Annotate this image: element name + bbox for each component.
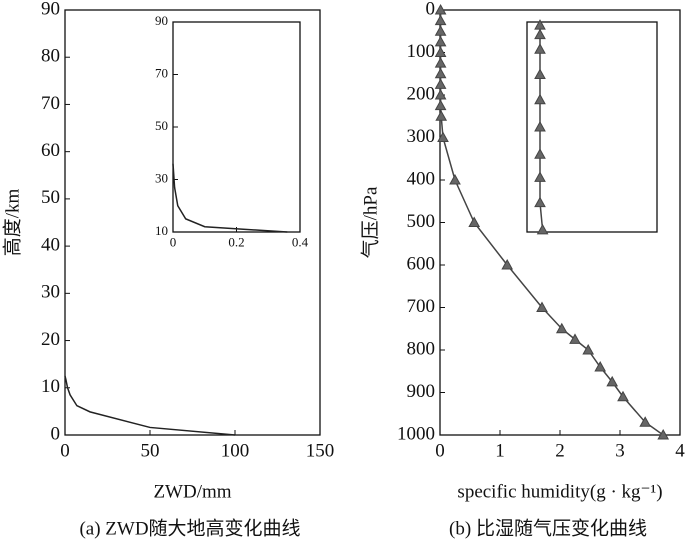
data-marker	[657, 428, 670, 440]
data-marker	[434, 57, 447, 68]
x-tick-label: 0	[170, 235, 177, 250]
x-tick-label: 2	[555, 440, 565, 461]
data-marker	[435, 110, 448, 121]
data-marker	[534, 171, 546, 182]
data-marker	[534, 43, 546, 54]
y-tick-label: 0	[51, 423, 61, 444]
data-line	[539, 25, 544, 230]
y-tick-label: 90	[155, 13, 168, 28]
y-tick-label: 90	[41, 0, 60, 19]
x-tick-label: 50	[141, 440, 160, 461]
plot-frame	[172, 21, 301, 233]
y-tick-label: 0	[426, 0, 436, 19]
data-marker	[534, 93, 546, 105]
data-marker	[536, 301, 548, 312]
data-marker	[434, 99, 447, 111]
data-line	[64, 375, 236, 436]
y-tick-label: 900	[407, 381, 436, 402]
y-tick-label: 10	[41, 376, 60, 397]
y-tick-label: 10	[155, 223, 168, 238]
caption: (a) ZWD随大地高变化曲线	[79, 517, 300, 539]
y-tick-label: 500	[407, 211, 436, 232]
data-marker	[434, 78, 447, 89]
data-marker	[534, 196, 546, 208]
data-marker	[434, 35, 447, 47]
y-tick-label: 30	[155, 170, 168, 185]
caption: (b) 比湿随气压变化曲线	[449, 517, 647, 539]
data-marker	[594, 360, 607, 372]
y-tick-label: 50	[155, 118, 168, 133]
data-marker	[617, 390, 629, 402]
x-tick-label: 1	[495, 440, 505, 461]
data-marker	[468, 216, 481, 227]
y-tick-label: 70	[155, 65, 168, 80]
y-tick-label: 400	[407, 168, 436, 189]
y-tick-label: 300	[407, 126, 436, 147]
y-tick-label: 200	[407, 83, 436, 104]
data-marker	[534, 28, 546, 40]
data-marker	[536, 223, 549, 235]
y-tick-label: 700	[407, 296, 436, 317]
data-marker	[569, 333, 581, 344]
y-tick-label: 800	[407, 338, 436, 359]
y-tick-label: 600	[407, 253, 436, 274]
x-tick-label: 0	[435, 440, 445, 461]
data-marker	[534, 120, 546, 132]
y-tick-label: 60	[41, 140, 60, 161]
plot-frame	[526, 21, 658, 233]
x-tick-label: 3	[615, 440, 625, 461]
y-axis-label: 高度/km	[1, 189, 23, 257]
x-axis-label: specific humidity(g · kg⁻¹)	[457, 481, 662, 502]
data-marker	[437, 131, 449, 142]
y-tick-label: 20	[41, 329, 60, 350]
data-line	[172, 163, 288, 233]
x-tick-label: 4	[675, 440, 685, 461]
y-tick-label: 80	[41, 46, 60, 67]
data-marker	[555, 322, 568, 334]
x-tick-label: 150	[306, 440, 335, 461]
data-marker	[434, 25, 447, 36]
data-marker	[449, 173, 461, 185]
data-marker	[534, 148, 546, 159]
y-tick-label: 100	[407, 41, 436, 62]
y-tick-label: 1000	[397, 423, 435, 444]
data-marker	[434, 14, 447, 26]
y-axis-label: 气压/hPa	[359, 186, 381, 258]
y-tick-label: 30	[41, 282, 60, 303]
data-marker	[434, 88, 447, 100]
y-tick-label: 50	[41, 187, 60, 208]
x-axis-label: ZWD/mm	[153, 481, 231, 502]
data-marker	[582, 343, 595, 355]
data-marker	[534, 68, 546, 79]
data-marker	[434, 46, 447, 57]
x-tick-label: 0.2	[228, 235, 244, 250]
x-tick-label: 0	[60, 440, 70, 461]
data-marker	[606, 375, 619, 387]
x-tick-label: 0.4	[292, 235, 309, 250]
data-marker	[434, 3, 447, 15]
y-tick-label: 70	[41, 93, 60, 114]
data-marker	[639, 416, 652, 427]
x-tick-label: 100	[221, 440, 250, 461]
y-tick-label: 40	[41, 234, 60, 255]
data-marker	[501, 258, 514, 270]
data-marker	[434, 67, 447, 79]
